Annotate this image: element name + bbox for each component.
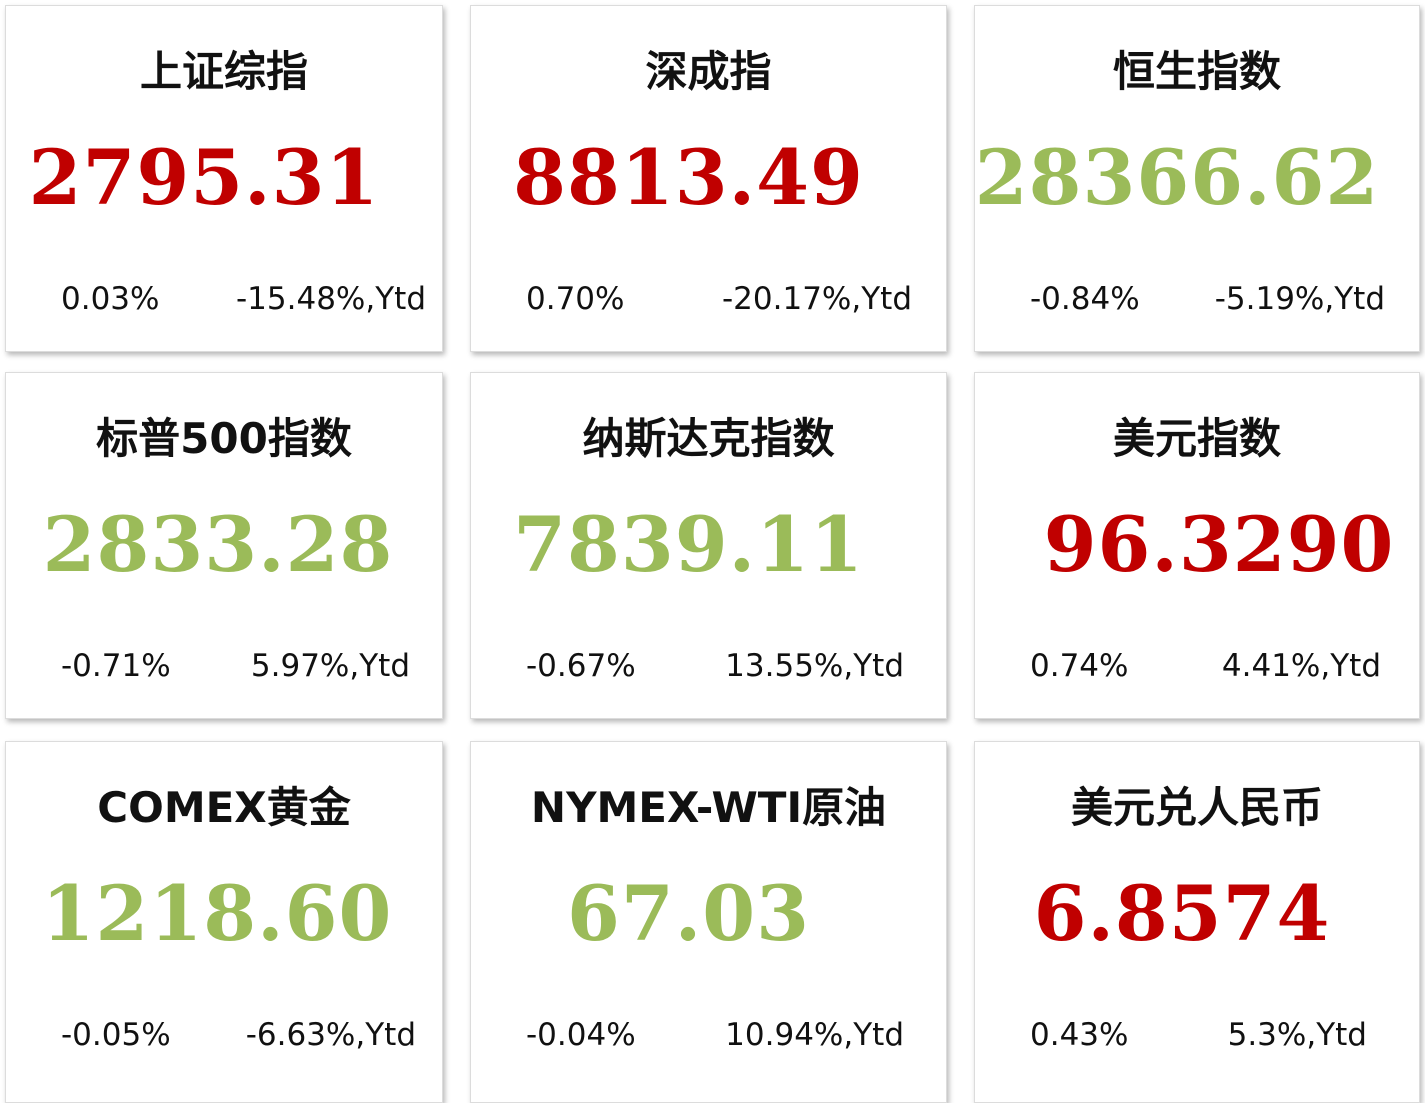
daily-change: 0.03% <box>61 281 160 317</box>
ytd-change: -20.17%,Ytd <box>721 281 912 317</box>
ytd-change: -15.48%,Ytd <box>235 281 426 317</box>
index-card-usd-cny: 美元兑人民币 6.8574 0.43% 5.3%,Ytd <box>974 741 1420 1103</box>
ytd-change: 10.94%,Ytd <box>725 1017 904 1053</box>
ytd-change: 13.55%,Ytd <box>725 648 904 684</box>
daily-change: 0.70% <box>526 281 625 317</box>
daily-change: -0.67% <box>526 648 636 684</box>
daily-change: -0.04% <box>526 1017 636 1053</box>
index-card-comex-gold: COMEX黄金 1218.60 -0.05% -6.63%,Ytd <box>5 741 443 1103</box>
index-card-nasdaq: 纳斯达克指数 7839.11 -0.67% 13.55%,Ytd <box>470 372 947 719</box>
index-card-us-dollar-index: 美元指数 96.3290 0.74% 4.41%,Ytd <box>974 372 1420 719</box>
index-value: 2833.28 <box>42 500 394 589</box>
index-card-shenzhen-component: 深成指 8813.49 0.70% -20.17%,Ytd <box>470 5 947 352</box>
card-title: 美元指数 <box>1112 414 1281 463</box>
card-title: NYMEX-WTI原油 <box>530 783 887 832</box>
index-card-sp500: 标普500指数 2833.28 -0.71% 5.97%,Ytd <box>5 372 443 719</box>
daily-change: -0.05% <box>61 1017 171 1053</box>
ytd-change: 5.3%,Ytd <box>1227 1017 1367 1053</box>
daily-change: 0.74% <box>1030 648 1129 684</box>
index-value: 7839.11 <box>513 500 864 589</box>
card-title: 标普500指数 <box>96 414 352 463</box>
daily-change: 0.43% <box>1030 1017 1129 1053</box>
ytd-change: -6.63%,Ytd <box>245 1017 416 1053</box>
daily-change: -0.71% <box>61 648 171 684</box>
ytd-change: -5.19%,Ytd <box>1214 281 1385 317</box>
index-card-shanghai-composite: 上证综指 2795.31 0.03% -15.48%,Ytd <box>5 5 443 352</box>
card-title: 恒生指数 <box>1112 47 1281 96</box>
card-title: 美元兑人民币 <box>1070 783 1323 832</box>
index-card-nymex-wti-crude: NYMEX-WTI原油 67.03 -0.04% 10.94%,Ytd <box>470 741 947 1103</box>
index-value: 1218.60 <box>41 869 393 958</box>
index-value: 2795.31 <box>28 133 380 222</box>
card-title: 上证综指 <box>139 47 308 96</box>
index-value: 28366.62 <box>974 133 1380 222</box>
index-value: 6.8574 <box>1033 869 1331 958</box>
index-value: 67.03 <box>567 869 810 958</box>
ytd-change: 4.41%,Ytd <box>1221 648 1381 684</box>
index-value: 8813.49 <box>513 133 864 222</box>
card-title: 深成指 <box>645 47 772 96</box>
index-card-hang-seng: 恒生指数 28366.62 -0.84% -5.19%,Ytd <box>974 5 1420 352</box>
daily-change: -0.84% <box>1030 281 1140 317</box>
index-value: 96.3290 <box>1043 500 1395 589</box>
ytd-change: 5.97%,Ytd <box>250 648 410 684</box>
card-title: 纳斯达克指数 <box>582 414 835 463</box>
card-title: COMEX黄金 <box>97 783 351 832</box>
